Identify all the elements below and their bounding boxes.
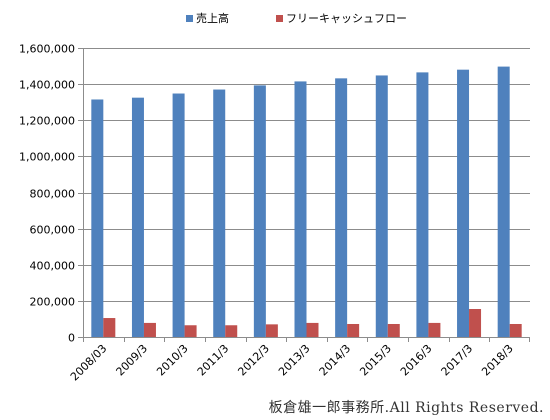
bar-fcf bbox=[306, 322, 319, 337]
x-tick-label: 2011/3 bbox=[195, 342, 232, 379]
copyright-text: 板倉雄一郎事務所.All Rights Reserved. bbox=[268, 400, 544, 416]
bar-fcf bbox=[103, 318, 116, 337]
x-tick-label: 2013/3 bbox=[276, 342, 313, 379]
y-tick-label: 0 bbox=[68, 332, 75, 345]
x-tick-label: 2008/03 bbox=[68, 342, 110, 384]
legend-label: フリーキャッシュフロー bbox=[286, 12, 407, 25]
x-tick-label: 2009/3 bbox=[114, 342, 151, 379]
bar-sales bbox=[416, 72, 429, 338]
x-tick-label: 2018/3 bbox=[479, 342, 516, 379]
bar-fcf bbox=[225, 325, 238, 337]
x-tick-label: 2012/3 bbox=[235, 342, 272, 379]
bar-sales bbox=[131, 97, 144, 337]
y-tick-label: 600,000 bbox=[30, 224, 76, 237]
bar-sales bbox=[497, 66, 510, 338]
y-tick-label: 1,200,000 bbox=[19, 115, 75, 128]
y-tick-label: 200,000 bbox=[30, 296, 76, 309]
x-tick-label: 2014/3 bbox=[317, 342, 354, 379]
bar-sales bbox=[294, 81, 307, 338]
bar-fcf bbox=[509, 323, 522, 337]
bar-sales bbox=[375, 75, 388, 337]
bar-fcf bbox=[469, 309, 482, 337]
bar-fcf bbox=[184, 325, 197, 337]
bar-sales bbox=[457, 69, 470, 338]
y-tick-label: 1,600,000 bbox=[19, 43, 75, 56]
x-tick-label: 2015/3 bbox=[357, 342, 394, 379]
y-tick-label: 800,000 bbox=[30, 188, 76, 201]
bar-sales bbox=[172, 93, 185, 337]
bar-sales bbox=[213, 89, 226, 337]
bar-fcf bbox=[265, 324, 278, 337]
y-tick-label: 1,400,000 bbox=[19, 79, 75, 92]
y-tick-label: 1,000,000 bbox=[19, 151, 75, 164]
bar-fcf bbox=[387, 323, 400, 337]
bar-sales bbox=[335, 78, 348, 337]
legend-swatch bbox=[186, 15, 193, 22]
y-tick-label: 400,000 bbox=[30, 260, 76, 273]
bar-fcf bbox=[143, 322, 156, 337]
legend-label: 売上高 bbox=[196, 11, 229, 25]
legend-swatch bbox=[276, 15, 283, 22]
bar-sales bbox=[253, 85, 266, 337]
x-tick-label: 2016/3 bbox=[398, 342, 435, 379]
bar-fcf bbox=[347, 323, 360, 337]
bar-sales bbox=[91, 99, 104, 338]
x-tick-label: 2010/3 bbox=[154, 342, 191, 379]
x-tick-label: 2017/3 bbox=[439, 342, 476, 379]
bar-fcf bbox=[428, 322, 441, 337]
